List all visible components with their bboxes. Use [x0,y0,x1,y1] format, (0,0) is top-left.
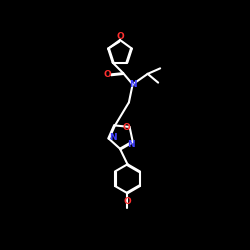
Text: O: O [122,123,130,132]
Text: O: O [104,70,111,79]
Text: N: N [128,140,135,149]
Text: N: N [129,80,136,89]
Text: O: O [124,197,132,206]
Text: N: N [109,133,116,142]
Text: O: O [116,32,124,41]
